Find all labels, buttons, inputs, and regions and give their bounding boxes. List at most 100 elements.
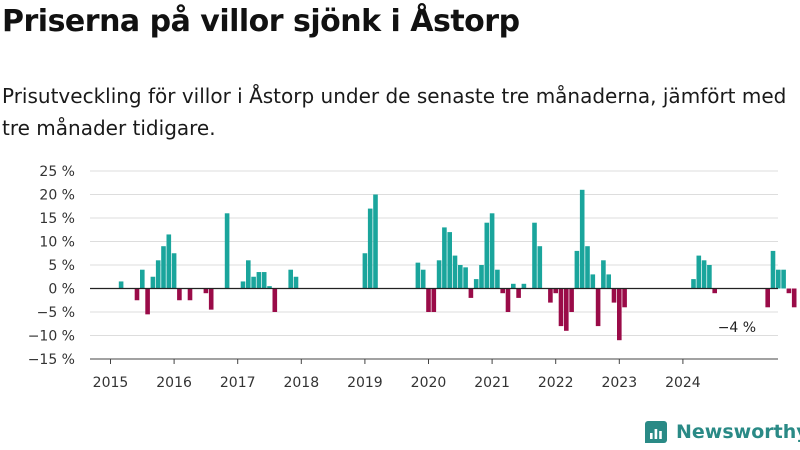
- x-tick-label: 2015: [93, 375, 129, 391]
- bar: [145, 288, 150, 315]
- bar: [564, 288, 569, 331]
- newsworthy-logo-icon: [645, 421, 667, 443]
- bar: [495, 269, 500, 289]
- bar: [177, 288, 182, 301]
- x-tick-label: 2024: [665, 375, 701, 391]
- bar: [420, 269, 426, 289]
- y-tick-label: 5 %: [48, 258, 75, 274]
- bar: [203, 288, 209, 294]
- bar: [770, 250, 776, 289]
- x-tick-label: 2017: [220, 375, 256, 391]
- bar: [134, 288, 140, 301]
- bar: [426, 288, 431, 312]
- bar: [791, 288, 797, 308]
- chart-title: Priserna på villor sjönk i Åstorp: [2, 4, 520, 39]
- bar: [463, 267, 468, 289]
- bar: [601, 260, 606, 289]
- bar: [362, 253, 368, 289]
- bar: [288, 269, 293, 289]
- bar: [553, 288, 558, 294]
- bar: [622, 288, 627, 308]
- bar: [473, 279, 479, 289]
- bar: [765, 288, 770, 308]
- bar: [256, 272, 262, 289]
- bar: [224, 213, 230, 289]
- bar: [452, 255, 458, 289]
- bar: [468, 288, 474, 298]
- bar: [267, 286, 272, 289]
- bar: [617, 288, 622, 341]
- bar: [479, 265, 484, 289]
- bar: [611, 288, 617, 303]
- bar: [712, 288, 717, 294]
- bar: [489, 213, 495, 289]
- bar: [516, 288, 521, 298]
- bar: [293, 276, 299, 289]
- bar: [701, 260, 707, 289]
- bar: [595, 288, 601, 327]
- chart-subtitle: Prisutveckling för villor i Åstorp under…: [2, 84, 787, 140]
- bar: [140, 269, 145, 289]
- bar: [246, 260, 251, 289]
- bar: [118, 281, 124, 289]
- bar: [187, 288, 193, 301]
- bar: [171, 253, 177, 289]
- bar: [776, 269, 781, 289]
- tick-labels: 25 % 20 % 15 % 10 % 5 % 0 % −5 % −10 % −15 % 2015…: [28, 164, 756, 391]
- y-tick-label: −5 %: [37, 305, 75, 321]
- bar: [574, 250, 580, 289]
- bar: [373, 194, 378, 289]
- bar: [166, 234, 172, 289]
- bar: [208, 288, 214, 310]
- bar: [442, 227, 447, 289]
- bar: [696, 255, 702, 289]
- x-tick-label: 2021: [474, 375, 510, 391]
- bar: [431, 288, 437, 312]
- brand-name: Newsworthy: [676, 421, 800, 443]
- gridlines: [90, 170, 778, 360]
- y-tick-label: 0 %: [48, 282, 75, 298]
- bar: [150, 276, 156, 289]
- bar: [786, 288, 792, 294]
- bar: [367, 208, 373, 289]
- y-tick-label: −10 %: [28, 329, 75, 345]
- bar: [569, 288, 574, 312]
- y-tick-label: 20 %: [39, 188, 75, 204]
- bars: [118, 189, 797, 341]
- bar: [707, 265, 712, 289]
- x-tick-label: 2022: [538, 375, 574, 391]
- bar: [548, 288, 553, 303]
- bar: [261, 272, 267, 289]
- brand-logo: Newsworthy: [644, 418, 800, 446]
- bar: [240, 281, 246, 289]
- bar: [521, 283, 527, 289]
- bar: [537, 246, 543, 289]
- x-tick-label: 2016: [156, 375, 192, 391]
- y-tick-label: 15 %: [39, 211, 75, 227]
- x-tick-label: 2020: [411, 375, 447, 391]
- bar: [436, 260, 442, 289]
- bar: [606, 274, 611, 289]
- bar: [272, 288, 278, 312]
- x-tick-label: 2018: [283, 375, 319, 391]
- bar: [781, 269, 786, 289]
- bar: [500, 288, 505, 294]
- bar: [558, 288, 564, 327]
- bar: [415, 262, 421, 289]
- bar: [458, 265, 463, 289]
- bar: [691, 279, 696, 289]
- latest-value-annotation: −4 %: [718, 320, 756, 336]
- bar: [447, 232, 452, 289]
- bar: [511, 283, 516, 289]
- x-tick-label: 2023: [601, 375, 637, 391]
- bar: [484, 222, 490, 289]
- bar: [251, 276, 256, 289]
- bar: [532, 222, 537, 289]
- bar: [590, 274, 596, 289]
- x-tick-label: 2019: [347, 375, 383, 391]
- y-tick-label: 10 %: [39, 235, 75, 251]
- bar: [579, 189, 585, 289]
- bar: [161, 246, 166, 289]
- y-tick-label: −15 %: [28, 352, 75, 368]
